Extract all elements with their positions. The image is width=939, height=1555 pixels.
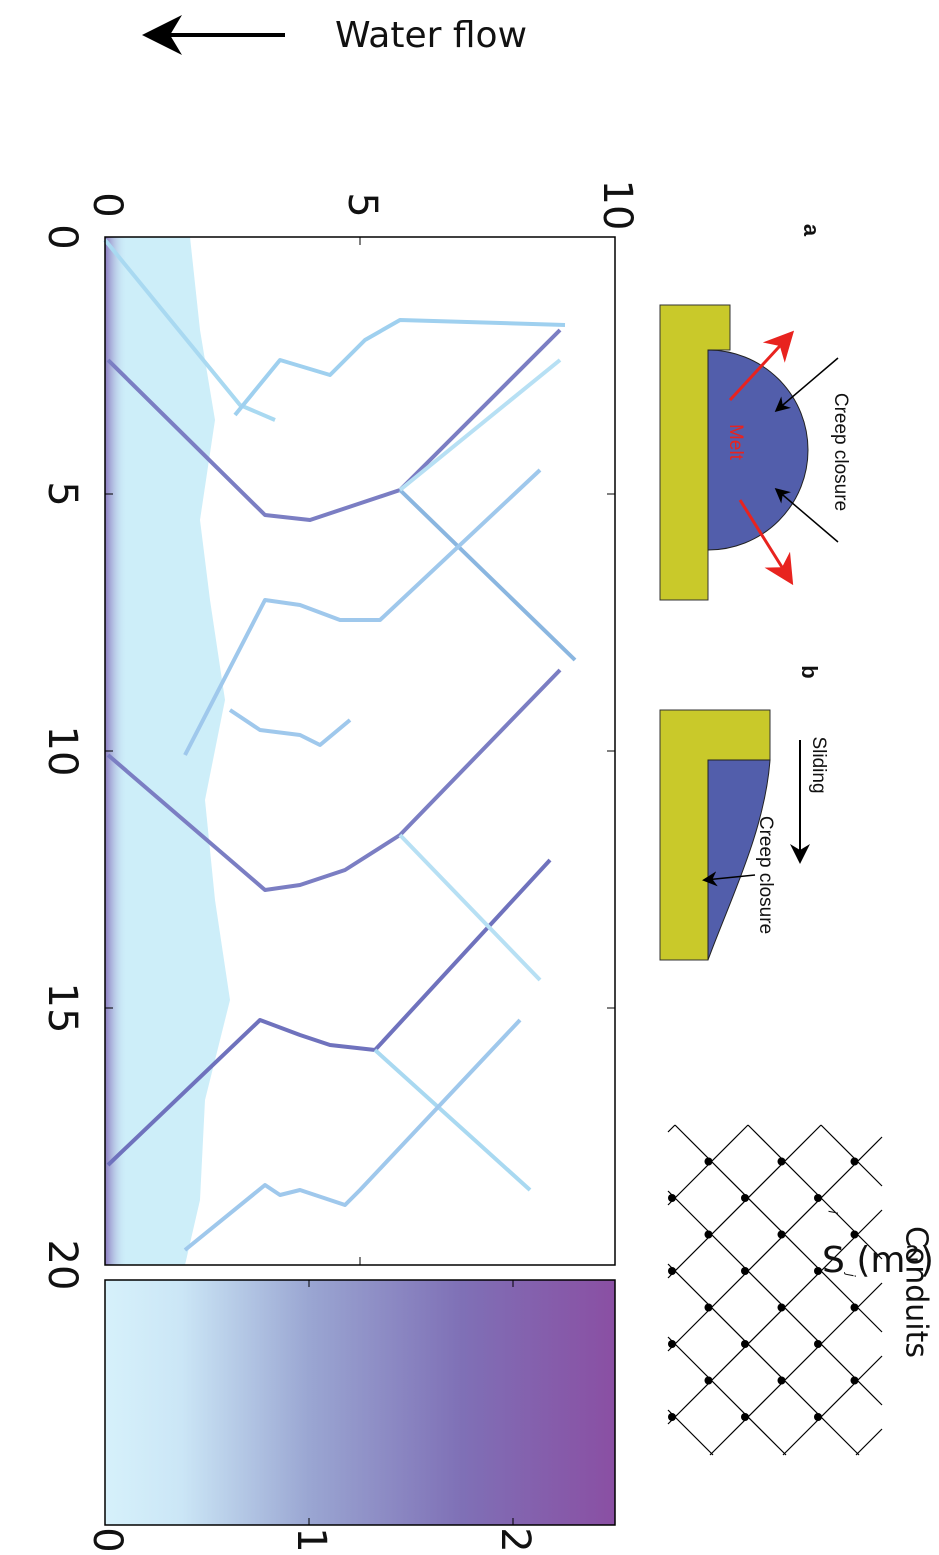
conduit-node xyxy=(851,1304,859,1312)
conduit-node xyxy=(851,1377,859,1385)
conduit-node xyxy=(668,1413,676,1421)
y-tick-label: 5 xyxy=(339,192,385,217)
annotation: Melt xyxy=(725,424,746,461)
colorbar-tick-label: 0 xyxy=(84,1527,130,1552)
conduit-node xyxy=(705,1231,713,1239)
conduit-node xyxy=(778,1231,786,1239)
panel-label: b xyxy=(797,665,822,678)
creep-arrow xyxy=(777,358,838,410)
conduit-edge xyxy=(748,1125,882,1259)
conduit-node xyxy=(814,1194,822,1202)
y-tick-label: 10 xyxy=(594,180,640,231)
conduit-network xyxy=(668,1125,882,1455)
colorbar-tick-label: 2 xyxy=(492,1527,538,1552)
conduit-node xyxy=(814,1267,822,1275)
colorbar xyxy=(105,1280,615,1525)
conduit-edge xyxy=(856,1429,882,1455)
colorbar-tick-label: 1 xyxy=(288,1527,334,1552)
annotation: Creep closure xyxy=(830,393,851,511)
conduit-node xyxy=(851,1158,859,1166)
conduit-node xyxy=(778,1304,786,1312)
conduit-edge xyxy=(668,1264,859,1455)
conduit-a xyxy=(708,350,808,550)
conduit-node xyxy=(741,1340,749,1348)
conduit-node xyxy=(705,1158,713,1166)
flow-label: Water flow xyxy=(335,15,527,56)
x-tick-label: 10 xyxy=(39,726,85,777)
conduits-title: Conduits xyxy=(899,1226,934,1358)
y-tick-label: 0 xyxy=(84,192,130,217)
creep-arrow xyxy=(777,490,838,542)
conduit-edge xyxy=(668,1125,675,1132)
x-tick-label: 15 xyxy=(39,983,85,1034)
conduit-node xyxy=(668,1340,676,1348)
x-tick-label: 20 xyxy=(39,1240,85,1291)
conduit-node xyxy=(778,1158,786,1166)
conduit-node xyxy=(814,1413,822,1421)
conduit-node xyxy=(741,1267,749,1275)
conduit-node xyxy=(705,1304,713,1312)
conduit-edge xyxy=(821,1125,882,1186)
conduit-edge xyxy=(668,1191,882,1405)
annotation: Sliding xyxy=(808,736,829,793)
x-tick-label: 0 xyxy=(39,224,85,249)
conduit-node xyxy=(851,1231,859,1239)
conduit-node xyxy=(741,1194,749,1202)
conduit-node xyxy=(741,1413,749,1421)
plot-field xyxy=(105,237,575,1265)
conduit-node xyxy=(668,1267,676,1275)
conduit-node xyxy=(668,1194,676,1202)
annotation: Creep closure xyxy=(755,816,776,934)
figure: Water flow 051015200510012S (m²)aCreep xyxy=(0,0,939,1555)
conduit-edge xyxy=(783,1356,882,1455)
conduit-node xyxy=(814,1340,822,1348)
x-tick-label: 5 xyxy=(39,481,85,506)
panel-label: a xyxy=(799,224,824,237)
conduit-node xyxy=(705,1377,713,1385)
conduit-node xyxy=(778,1377,786,1385)
